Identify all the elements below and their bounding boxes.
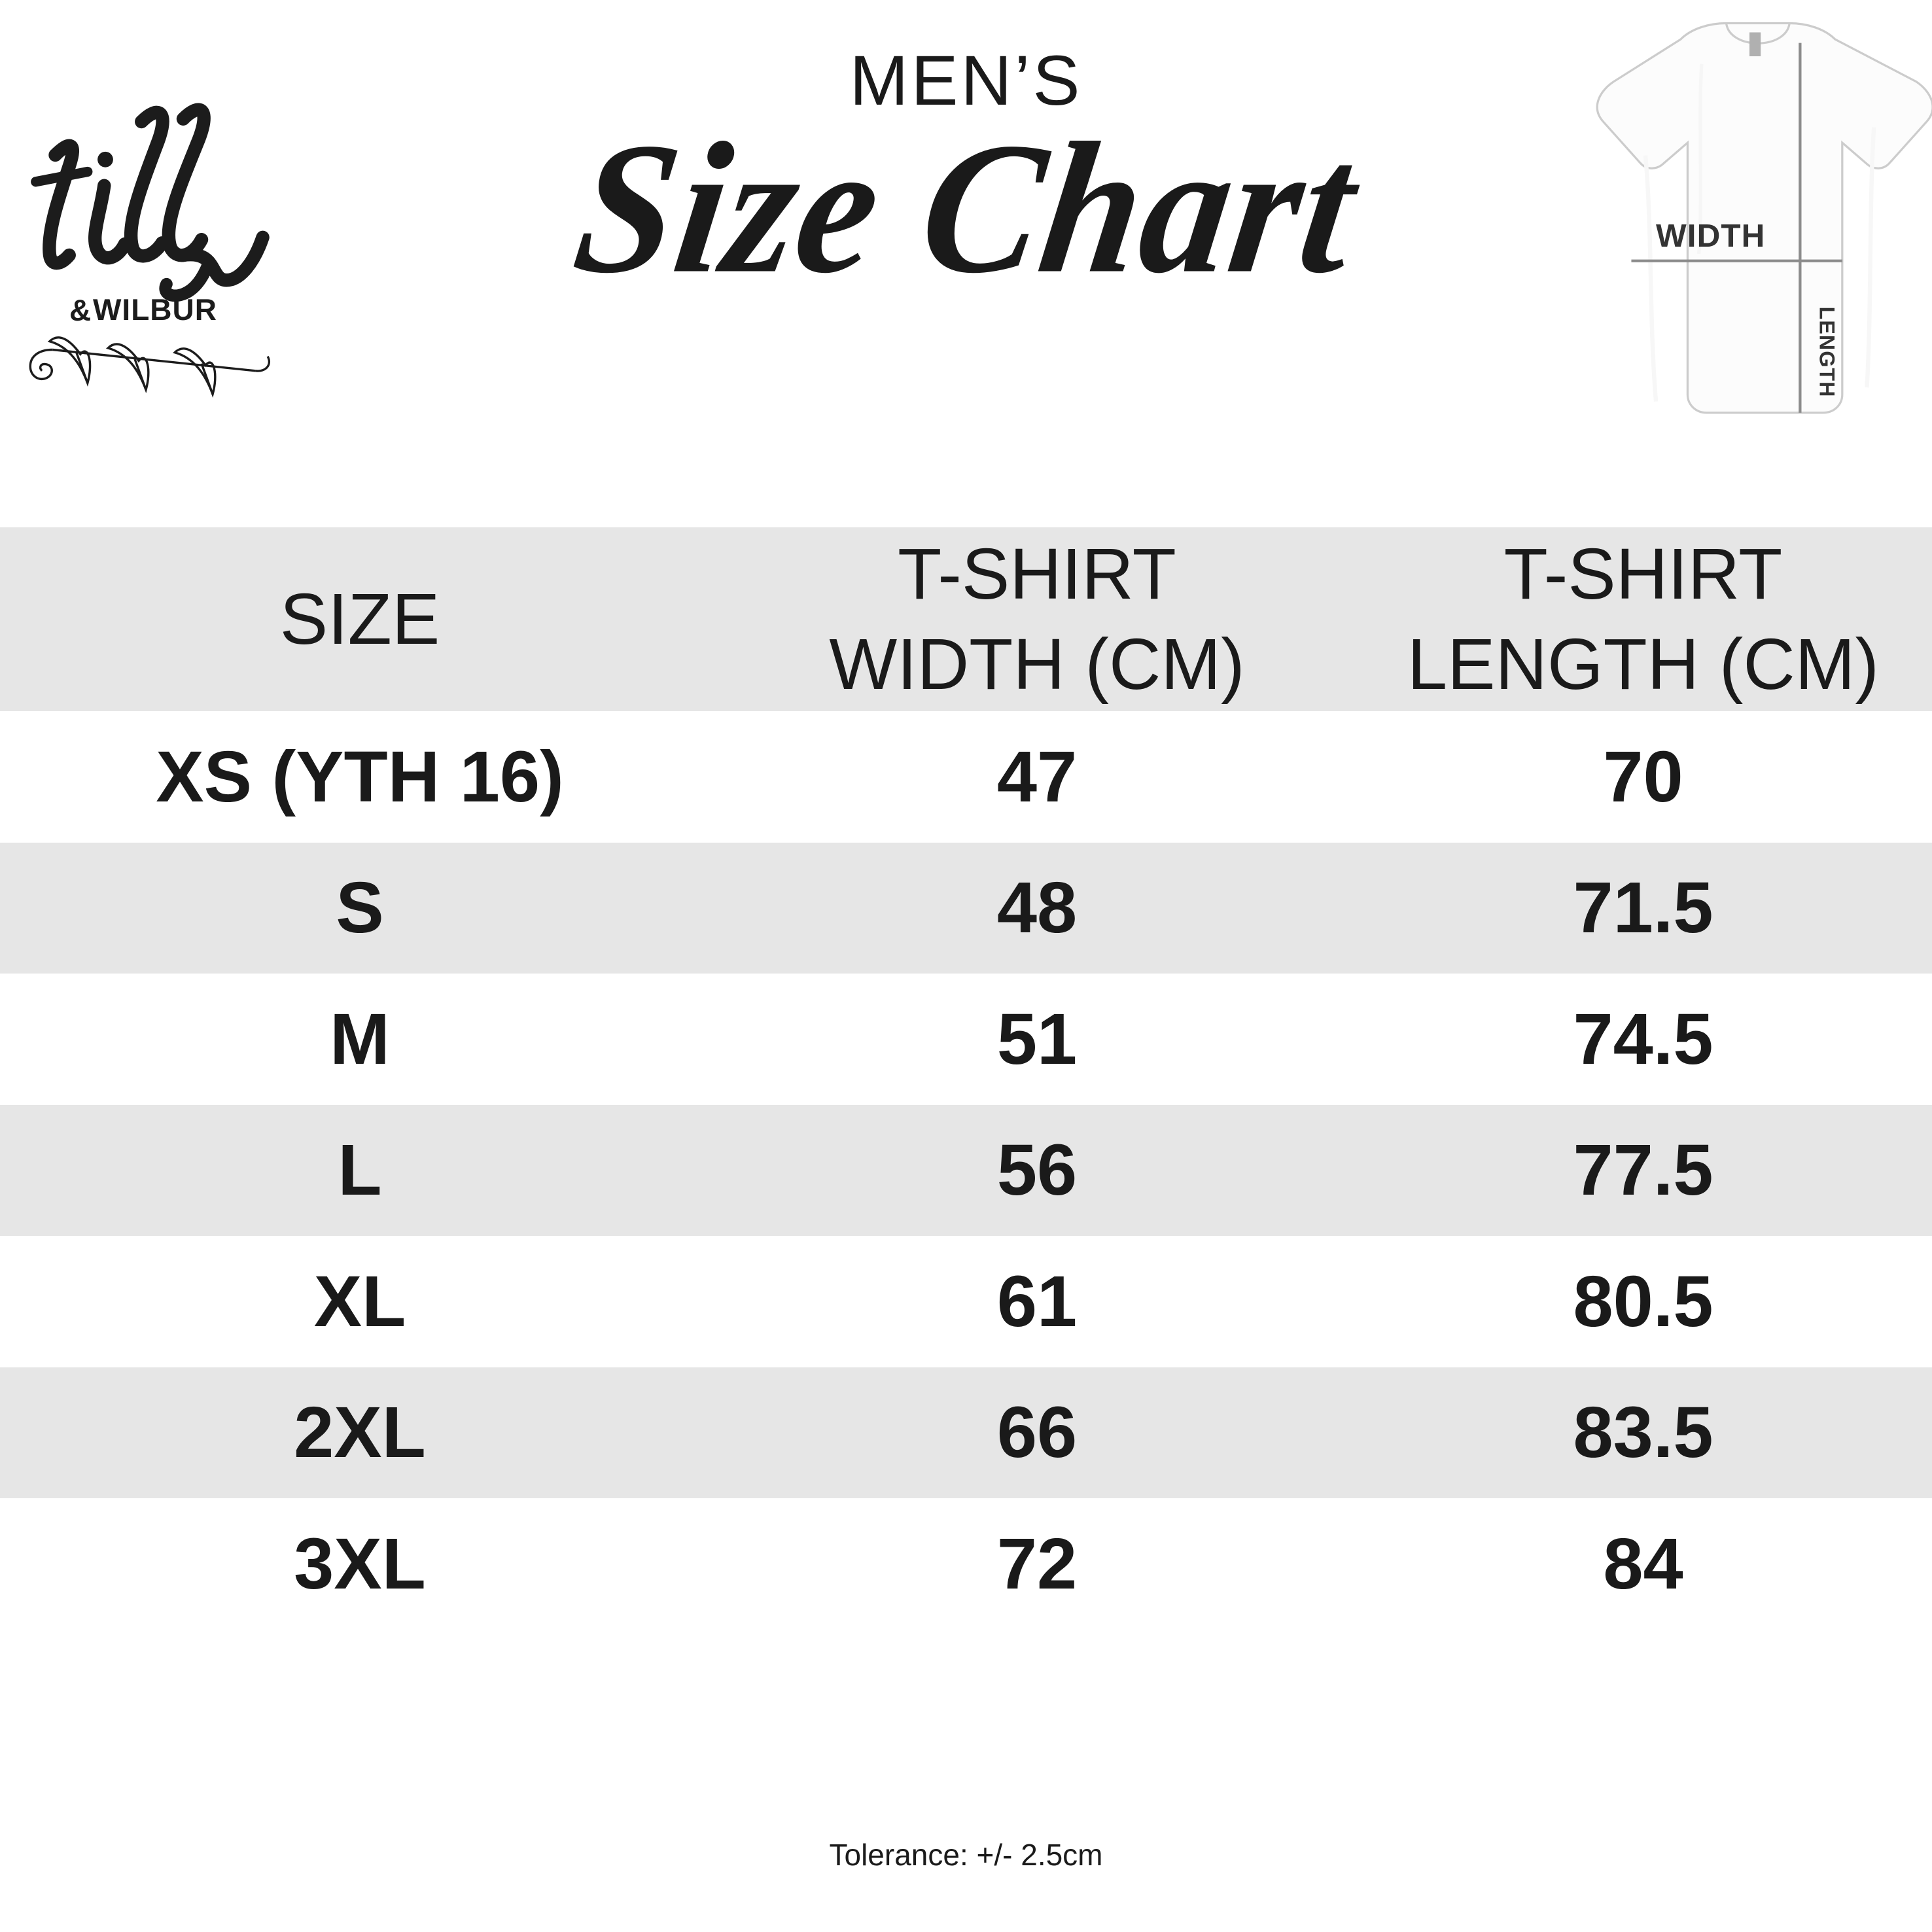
svg-text:LENGTH: LENGTH xyxy=(1815,307,1838,398)
svg-text:WIDTH: WIDTH xyxy=(1656,218,1765,254)
